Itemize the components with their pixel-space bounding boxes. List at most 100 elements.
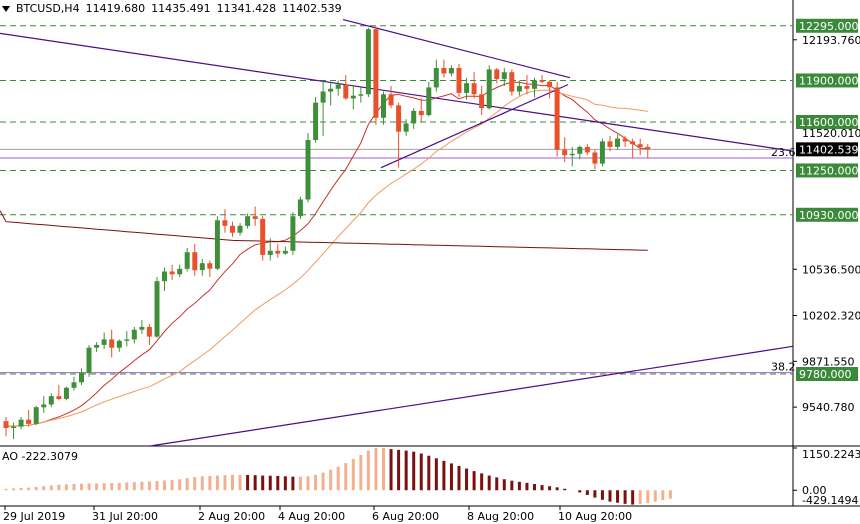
- triangle-lower-line: [380, 84, 569, 169]
- candle-body[interactable]: [569, 153, 575, 156]
- candle-body[interactable]: [426, 87, 432, 116]
- candle-body[interactable]: [162, 271, 167, 282]
- candle-body[interactable]: [154, 281, 160, 337]
- ohlc-low: 11341.428: [216, 2, 277, 15]
- candle-body[interactable]: [358, 94, 364, 96]
- candle-body[interactable]: [109, 339, 115, 348]
- candle-body[interactable]: [532, 80, 537, 89]
- candle-body[interactable]: [584, 146, 590, 153]
- y-tick-label: 12193.760: [802, 34, 860, 47]
- candle-body[interactable]: [539, 80, 545, 82]
- candle-body[interactable]: [207, 263, 213, 269]
- candle-body[interactable]: [11, 426, 17, 428]
- candle-body[interactable]: [41, 404, 47, 408]
- candle-body[interactable]: [577, 146, 583, 154]
- candle-body[interactable]: [418, 110, 424, 116]
- candle-body[interactable]: [33, 407, 39, 424]
- candle-body[interactable]: [630, 141, 636, 145]
- level-tag: [796, 73, 858, 88]
- candle-body[interactable]: [86, 347, 92, 373]
- candle-body[interactable]: [645, 146, 651, 150]
- candle-body[interactable]: [373, 29, 379, 118]
- candle-body[interactable]: [26, 419, 32, 424]
- candle-body[interactable]: [139, 326, 145, 330]
- candle-body[interactable]: [184, 252, 190, 269]
- candle-body[interactable]: [547, 81, 553, 88]
- candle-body[interactable]: [622, 138, 628, 142]
- ohlc-close: 11402.539: [282, 2, 342, 15]
- candle-body[interactable]: [237, 225, 243, 233]
- ao-label: AO -222.3079: [2, 450, 78, 463]
- candle-body[interactable]: [607, 141, 613, 147]
- candle-body[interactable]: [396, 105, 402, 132]
- candle-body[interactable]: [433, 68, 439, 88]
- candle-body[interactable]: [199, 263, 205, 271]
- candle-body[interactable]: [63, 387, 69, 399]
- candle-body[interactable]: [275, 250, 281, 254]
- candle-body[interactable]: [94, 344, 100, 348]
- candle-body[interactable]: [48, 396, 54, 405]
- candle-body[interactable]: [615, 138, 620, 147]
- candle-body[interactable]: [177, 268, 183, 275]
- candle-body[interactable]: [18, 419, 24, 427]
- candle-body[interactable]: [464, 83, 470, 93]
- candle-body[interactable]: [381, 94, 386, 118]
- ohlc-high: 11435.491: [151, 2, 211, 15]
- candle-body[interactable]: [245, 216, 251, 226]
- candle-body[interactable]: [411, 110, 417, 124]
- candle-body[interactable]: [214, 220, 220, 269]
- candle-body[interactable]: [3, 421, 9, 428]
- candle-body[interactable]: [56, 396, 62, 399]
- candle-body[interactable]: [71, 382, 77, 388]
- candle-body[interactable]: [637, 144, 643, 147]
- candle-body[interactable]: [562, 149, 568, 156]
- candle-body[interactable]: [222, 220, 228, 226]
- candle-body[interactable]: [252, 216, 258, 219]
- candle-body[interactable]: [124, 339, 130, 341]
- candle-body[interactable]: [260, 218, 266, 255]
- candle-body[interactable]: [501, 72, 507, 80]
- candle-body[interactable]: [509, 72, 515, 92]
- candle-body[interactable]: [365, 29, 371, 95]
- candle-body[interactable]: [471, 83, 477, 95]
- candle-body[interactable]: [448, 68, 454, 74]
- candle-body[interactable]: [388, 94, 394, 106]
- candle-body[interactable]: [131, 329, 137, 340]
- trend-line-lower: [149, 345, 794, 447]
- y-tick-label: 10202.320: [802, 310, 860, 323]
- candle-body[interactable]: [599, 141, 605, 164]
- candle-body[interactable]: [192, 252, 198, 271]
- candle-body[interactable]: [297, 199, 303, 217]
- candle-body[interactable]: [320, 91, 326, 103]
- candle-body[interactable]: [267, 250, 273, 255]
- candle-body[interactable]: [101, 339, 107, 345]
- candle-body[interactable]: [116, 340, 122, 348]
- candle-body[interactable]: [456, 68, 462, 93]
- candle-body[interactable]: [494, 69, 500, 80]
- candle-body[interactable]: [230, 225, 235, 233]
- current-price-tag: [796, 142, 858, 157]
- dropdown-triangle-icon[interactable]: [2, 6, 10, 12]
- candle-body[interactable]: [305, 140, 311, 200]
- candle-body[interactable]: [350, 95, 356, 99]
- candle-body[interactable]: [479, 94, 485, 109]
- candle-body[interactable]: [169, 271, 175, 275]
- candle-body[interactable]: [486, 69, 492, 109]
- candle-body[interactable]: [328, 88, 334, 92]
- candle-body[interactable]: [79, 372, 84, 383]
- candle-body[interactable]: [554, 87, 560, 150]
- x-tick-label: 6 Aug 20:00: [372, 510, 439, 523]
- candle-body[interactable]: [524, 86, 530, 89]
- candle-body[interactable]: [592, 152, 598, 164]
- level-tag-label: 11600.000: [799, 116, 859, 129]
- candle-body[interactable]: [282, 250, 288, 254]
- candle-body[interactable]: [441, 68, 447, 74]
- candle-body[interactable]: [335, 84, 341, 89]
- candle-body[interactable]: [403, 123, 409, 132]
- candle-body[interactable]: [516, 86, 522, 92]
- candle-body[interactable]: [313, 102, 319, 140]
- candle-body[interactable]: [343, 84, 349, 99]
- candle-body[interactable]: [146, 326, 152, 337]
- candle-body[interactable]: [290, 216, 296, 251]
